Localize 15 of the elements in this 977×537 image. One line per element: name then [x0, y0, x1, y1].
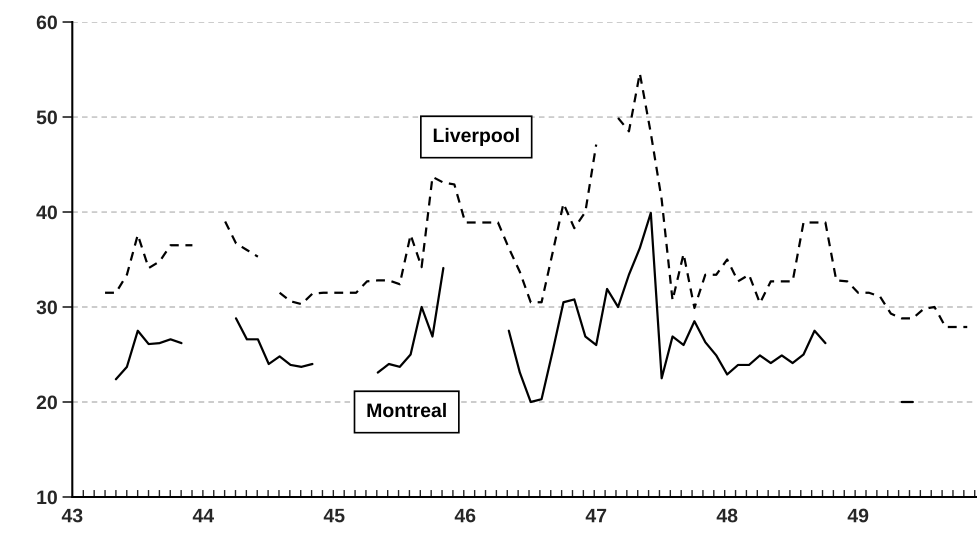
x-tick-label: 48 — [716, 508, 738, 522]
y-tick-label: 40 — [36, 205, 57, 220]
x-tick-label: 43 — [62, 508, 82, 522]
series-label: Liverpool — [434, 128, 519, 146]
y-tick-label: 10 — [37, 490, 57, 504]
x-tick-label: 44 — [192, 508, 214, 522]
series-label: Montreal — [367, 402, 446, 418]
y-tick-label: 60 — [36, 15, 57, 30]
y-tick-label: 20 — [36, 395, 57, 410]
x-tick-label: 49 — [848, 508, 868, 522]
x-tick-label: 45 — [324, 508, 345, 522]
y-tick-label: 50 — [36, 110, 57, 124]
x-tick-label: 47 — [586, 508, 606, 522]
y-tick-label: 30 — [36, 300, 57, 314]
x-tick-label: 46 — [454, 508, 476, 522]
